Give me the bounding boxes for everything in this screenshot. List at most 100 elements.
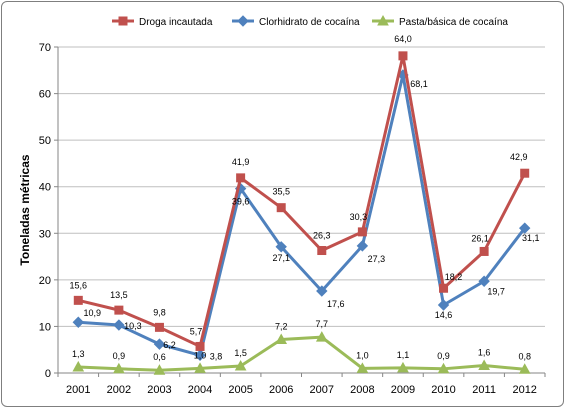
- data-label-droga-incautada-2005: 41,9: [232, 157, 250, 167]
- x-tick-label-2006: 2006: [269, 384, 293, 396]
- point-clorhidrato-de-coca-na-2007: [316, 285, 328, 297]
- series-line-clorhidrato-de-coca-na: [78, 73, 526, 357]
- data-labels: 15,6 13,5 9,8 5,7 41,9 35,5 26,3 30,3 64,0 18,2 26…: [70, 34, 540, 362]
- data-label-clorhidrato-de-coca-na-2008: 27,3: [368, 254, 386, 264]
- data-label-droga-incautada-2004: 5,7: [190, 326, 203, 336]
- point-clorhidrato-de-coca-na-2002: [113, 319, 125, 331]
- axes: 0 10 20 30 40 50 60 70 2001 2002 2003 2004 2005 2006 2…: [39, 42, 546, 396]
- data-label-clorhidrato-de-coca-na-2009: 68,1: [410, 79, 428, 89]
- point-droga-incautada-2003: [154, 322, 164, 332]
- point-clorhidrato-de-coca-na-2010: [437, 299, 450, 311]
- point-pasta-b-sica-de-coca-na-2011: [478, 359, 490, 371]
- x-tick-label-2001: 2001: [66, 384, 90, 396]
- data-label-droga-incautada-2003: 9,8: [153, 307, 166, 317]
- data-label-pasta-b-sica-de-coca-na-2004: 1,0: [194, 350, 207, 360]
- point-pasta-b-sica-de-coca-na-2002: [113, 362, 125, 374]
- y-tick-label-40: 40: [39, 182, 51, 194]
- point-clorhidrato-de-coca-na-2001: [72, 316, 84, 328]
- x-tick-label-2010: 2010: [431, 384, 455, 396]
- data-label-pasta-b-sica-de-coca-na-2009: 1,1: [397, 350, 410, 360]
- data-label-pasta-b-sica-de-coca-na-2012: 0,8: [518, 351, 531, 361]
- data-label-droga-incautada-2009: 64,0: [394, 34, 412, 44]
- series-line-droga-incautada: [77, 54, 527, 348]
- point-pasta-b-sica-de-coca-na-2004: [194, 362, 206, 373]
- data-label-droga-incautada-2006: 35,5: [272, 187, 290, 197]
- point-clorhidrato-de-coca-na-2004: [194, 349, 206, 362]
- point-droga-incautada-2008: [357, 227, 367, 237]
- point-clorhidrato-de-coca-na-2011: [478, 275, 490, 287]
- point-droga-incautada-2005: [236, 173, 246, 183]
- point-droga-incautada-2004: [195, 341, 205, 351]
- point-pasta-b-sica-de-coca-na-2006: [275, 333, 288, 344]
- data-label-pasta-b-sica-de-coca-na-2011: 1,6: [478, 348, 491, 358]
- legend-marker-droga-incautada: [118, 16, 128, 26]
- x-tick-label-2008: 2008: [350, 384, 374, 396]
- point-droga-incautada-2001: [73, 295, 83, 305]
- data-label-droga-incautada-2011: 26,1: [471, 233, 489, 243]
- y-axis-title: Toneladas métricas: [18, 154, 32, 265]
- point-droga-incautada-2012: [520, 168, 530, 178]
- data-label-clorhidrato-de-coca-na-2001: 10,9: [84, 308, 102, 318]
- point-clorhidrato-de-coca-na-2003: [153, 338, 166, 350]
- point-pasta-b-sica-de-coca-na-2005: [234, 359, 247, 371]
- point-droga-incautada-2009: [398, 51, 408, 61]
- x-tick-label-2005: 2005: [228, 384, 252, 396]
- data-label-clorhidrato-de-coca-na-2010: 14,6: [435, 310, 453, 320]
- data-label-pasta-b-sica-de-coca-na-2005: 1,5: [234, 348, 247, 358]
- point-clorhidrato-de-coca-na-2006: [275, 241, 287, 253]
- x-tick-label-2009: 2009: [391, 384, 415, 396]
- point-droga-incautada-2010: [439, 283, 449, 293]
- data-label-clorhidrato-de-coca-na-2011: 19,7: [487, 286, 505, 296]
- legend: Droga incautada Clorhidrato de cocaína Pas…: [112, 14, 508, 28]
- point-pasta-b-sica-de-coca-na-2012: [518, 363, 531, 374]
- point-clorhidrato-de-coca-na-2008: [356, 240, 369, 252]
- data-label-pasta-b-sica-de-coca-na-2010: 0,9: [437, 351, 450, 361]
- data-label-pasta-b-sica-de-coca-na-2001: 1,3: [72, 349, 85, 359]
- data-label-droga-incautada-2007: 26,3: [313, 231, 331, 241]
- legend-label-droga-incautada: Droga incautada: [139, 17, 213, 28]
- legend-marker-pasta-b-sica-de-coca-na: [377, 14, 389, 26]
- data-label-clorhidrato-de-coca-na-2007: 17,6: [327, 299, 345, 309]
- gridlines: [58, 46, 545, 327]
- y-tick-label-50: 50: [39, 135, 51, 147]
- point-droga-incautada-2007: [317, 246, 327, 256]
- y-tick-label-30: 30: [39, 228, 51, 240]
- data-label-droga-incautada-2012: 42,9: [510, 152, 528, 162]
- x-tick-label-2007: 2007: [310, 384, 334, 396]
- data-label-droga-incautada-2010: 18,2: [445, 272, 463, 282]
- y-tick-label-70: 70: [39, 42, 51, 54]
- data-label-clorhidrato-de-coca-na-2012: 31,1: [522, 233, 540, 243]
- data-label-clorhidrato-de-coca-na-2002: 10,3: [124, 321, 142, 331]
- data-label-pasta-b-sica-de-coca-na-2007: 7,7: [316, 319, 329, 329]
- y-tick-label-0: 0: [45, 368, 51, 380]
- data-label-pasta-b-sica-de-coca-na-2008: 1,0: [356, 350, 369, 360]
- data-label-clorhidrato-de-coca-na-2003: 6,2: [163, 340, 176, 350]
- point-droga-incautada-2006: [276, 203, 286, 213]
- data-label-pasta-b-sica-de-coca-na-2006: 7,2: [275, 321, 288, 331]
- data-label-pasta-b-sica-de-coca-na-2003: 0,6: [153, 352, 166, 362]
- y-tick-label-10: 10: [39, 321, 51, 333]
- data-label-droga-incautada-2001: 15,6: [70, 280, 88, 290]
- point-pasta-b-sica-de-coca-na-2009: [397, 361, 409, 373]
- point-pasta-b-sica-de-coca-na-2008: [356, 362, 369, 373]
- legend-label-clorhidrato-de-coca-na: Clorhidrato de cocaína: [259, 17, 360, 28]
- line-chart: 0 10 20 30 40 50 60 70 2001 2002 2003 2004 2005 2006 2…: [18, 14, 546, 396]
- point-pasta-b-sica-de-coca-na-2003: [153, 364, 166, 375]
- x-tick-label-2003: 2003: [147, 384, 171, 396]
- x-tick-label-2004: 2004: [188, 384, 212, 396]
- point-pasta-b-sica-de-coca-na-2010: [437, 362, 450, 374]
- y-tick-label-20: 20: [39, 275, 51, 287]
- point-droga-incautada-2011: [479, 246, 489, 256]
- x-tick-label-2011: 2011: [472, 384, 496, 396]
- legend-marker-clorhidrato-de-coca-na: [237, 15, 249, 27]
- x-tick-label-2012: 2012: [512, 384, 536, 396]
- data-label-clorhidrato-de-coca-na-2005: 39,6: [232, 197, 250, 207]
- series-line-pasta-b-sica-de-coca-na: [78, 335, 525, 372]
- point-droga-incautada-2002: [114, 305, 124, 315]
- point-pasta-b-sica-de-coca-na-2007: [315, 331, 328, 342]
- legend-label-pasta-b-sica-de-coca-na: Pasta/básica de cocaína: [399, 17, 508, 28]
- data-label-clorhidrato-de-coca-na-2004: 3,8: [210, 351, 223, 361]
- data-label-droga-incautada-2008: 30,3: [350, 212, 368, 222]
- x-tick-label-2002: 2002: [107, 384, 131, 396]
- series-lines: [72, 51, 531, 375]
